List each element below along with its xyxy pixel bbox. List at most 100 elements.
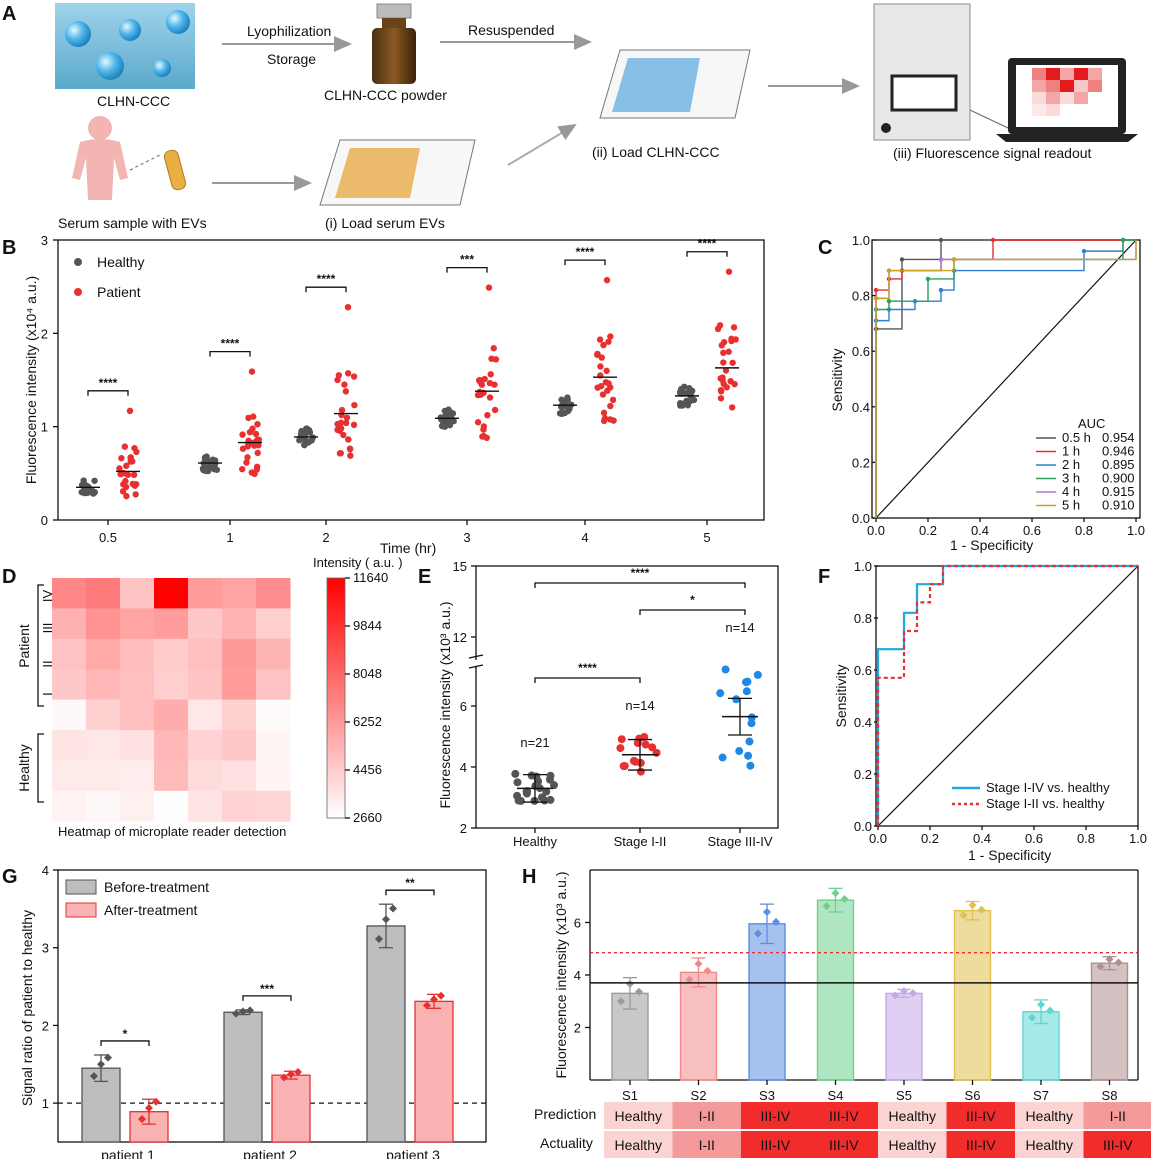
panel-label-g: G bbox=[2, 866, 18, 888]
n-label: n=21 bbox=[520, 735, 549, 750]
patient-point bbox=[484, 411, 491, 419]
significance-label: * bbox=[690, 593, 695, 607]
significance-label: *** bbox=[260, 982, 274, 996]
y-axis-title: Fluorescence intensity (x10³ a.u.) bbox=[437, 602, 453, 809]
patient-point bbox=[117, 470, 124, 478]
replicate-point bbox=[1037, 1000, 1045, 1009]
actuality-cell-label: Healthy bbox=[889, 1137, 936, 1153]
patient-point bbox=[255, 436, 263, 443]
healthy-point bbox=[201, 455, 209, 462]
patient-point bbox=[477, 379, 484, 386]
healthy-point bbox=[211, 464, 218, 471]
y-tick-label: 0.0 bbox=[852, 511, 870, 526]
patient-point bbox=[131, 444, 138, 452]
y-tick-label: 4 bbox=[42, 863, 49, 878]
x-tick-label: S2 bbox=[691, 1088, 707, 1103]
healthy-point bbox=[441, 423, 449, 430]
panel-h-bar: Fluorescence intensity (x10³ a.u.) Predi… bbox=[534, 869, 1151, 1158]
data-point bbox=[546, 771, 555, 780]
patient-point bbox=[123, 462, 130, 470]
heatmap-cell bbox=[120, 578, 155, 609]
actuality-cell-label: Healthy bbox=[615, 1137, 662, 1153]
replicate-point bbox=[822, 902, 831, 911]
significance-label: **** bbox=[576, 245, 595, 259]
y-tick-label: 2 bbox=[460, 821, 467, 836]
prediction-cell-label: Healthy bbox=[1026, 1108, 1073, 1124]
replicate-point bbox=[382, 915, 390, 924]
roc-marker bbox=[938, 287, 944, 293]
y-tick-label: 3 bbox=[41, 233, 48, 248]
patient-point bbox=[485, 284, 493, 291]
bar bbox=[414, 1000, 454, 1143]
clhn-ccc-label: CLHN-CCC bbox=[97, 93, 170, 109]
patient-point bbox=[334, 376, 341, 384]
prediction-cell-label: Healthy bbox=[615, 1108, 662, 1124]
x-tick-label: S5 bbox=[896, 1088, 912, 1103]
data-point bbox=[527, 771, 536, 780]
data-point bbox=[542, 787, 551, 796]
panel-e-scatter: Fluorescence intensity (x10³ a.u.) 2 4 6 12… bbox=[437, 559, 779, 849]
replicate-point bbox=[891, 991, 899, 1000]
data-point bbox=[617, 735, 626, 744]
lyophilization-label: Lyophilization bbox=[247, 23, 331, 39]
y-tick-label: 1 bbox=[41, 420, 48, 435]
patient-point bbox=[122, 477, 129, 485]
patient-point bbox=[133, 481, 140, 488]
heatmap-cell bbox=[52, 638, 87, 670]
legend-healthy-marker bbox=[74, 258, 82, 266]
replicate-point bbox=[840, 895, 849, 904]
x-tick-label: Stage I-II bbox=[614, 834, 667, 849]
heatmap-cell bbox=[188, 578, 223, 609]
y-tick-label: 1 bbox=[42, 1096, 49, 1111]
x-tick-label: 0.0 bbox=[869, 831, 887, 846]
legend-auc-value: 0.900 bbox=[1102, 471, 1135, 486]
n-label: n=14 bbox=[625, 698, 654, 713]
healthy-point bbox=[88, 489, 96, 496]
data-point bbox=[732, 695, 741, 704]
x-tick-label: 4 bbox=[581, 530, 588, 545]
heatmap-cell bbox=[86, 669, 121, 701]
patient-point bbox=[727, 378, 734, 385]
patient-point bbox=[607, 333, 614, 340]
x-tick-label: 0.4 bbox=[973, 831, 991, 846]
y-tick-label: 0.8 bbox=[854, 611, 872, 626]
x-tick-label: 0.2 bbox=[919, 523, 937, 538]
patient-point bbox=[491, 381, 498, 388]
significance-bracket bbox=[100, 1040, 150, 1046]
nanoparticle bbox=[119, 19, 141, 41]
heatmap-cell bbox=[120, 669, 155, 701]
replicate-point bbox=[232, 1009, 240, 1018]
patient-point bbox=[334, 420, 341, 428]
legend-series-label: 4 h bbox=[1062, 484, 1080, 499]
heatmap-cell bbox=[52, 699, 87, 731]
prediction-cell-label: I-II bbox=[1110, 1108, 1126, 1124]
roc-marker bbox=[938, 257, 944, 262]
patient-point bbox=[338, 406, 346, 414]
powder-label: CLHN-CCC powder bbox=[324, 87, 447, 103]
load-serum-label: (i) Load serum EVs bbox=[325, 215, 445, 231]
roc-marker bbox=[899, 257, 905, 262]
prediction-cell-label: Healthy bbox=[889, 1108, 936, 1124]
significance-bracket bbox=[639, 609, 746, 615]
data-point bbox=[514, 796, 523, 805]
panel-label-a: A bbox=[2, 3, 16, 25]
reference-diagonal bbox=[875, 239, 1137, 519]
heatmap-cell bbox=[222, 760, 257, 792]
actuality-cell bbox=[604, 1131, 673, 1158]
x-tick-label: patient 3 bbox=[386, 1147, 440, 1159]
x-tick-label: 2 bbox=[322, 530, 329, 545]
replicate-point bbox=[437, 991, 445, 1000]
healthy-point bbox=[199, 465, 207, 472]
data-point bbox=[511, 769, 520, 778]
patient-point bbox=[596, 336, 604, 343]
panel-label-d: D bbox=[2, 566, 16, 588]
actuality-cell bbox=[809, 1131, 878, 1158]
bar bbox=[223, 1011, 263, 1143]
healthy-point bbox=[445, 409, 452, 416]
heatmap-cell bbox=[256, 669, 291, 701]
replicate-point bbox=[772, 917, 780, 926]
heatmap-cell bbox=[52, 790, 87, 822]
panel-f-roc: 1 - Specificity Sensitivity Stage I-IV v… bbox=[833, 559, 1147, 863]
patient-point bbox=[474, 391, 482, 399]
patient-point bbox=[255, 441, 262, 449]
